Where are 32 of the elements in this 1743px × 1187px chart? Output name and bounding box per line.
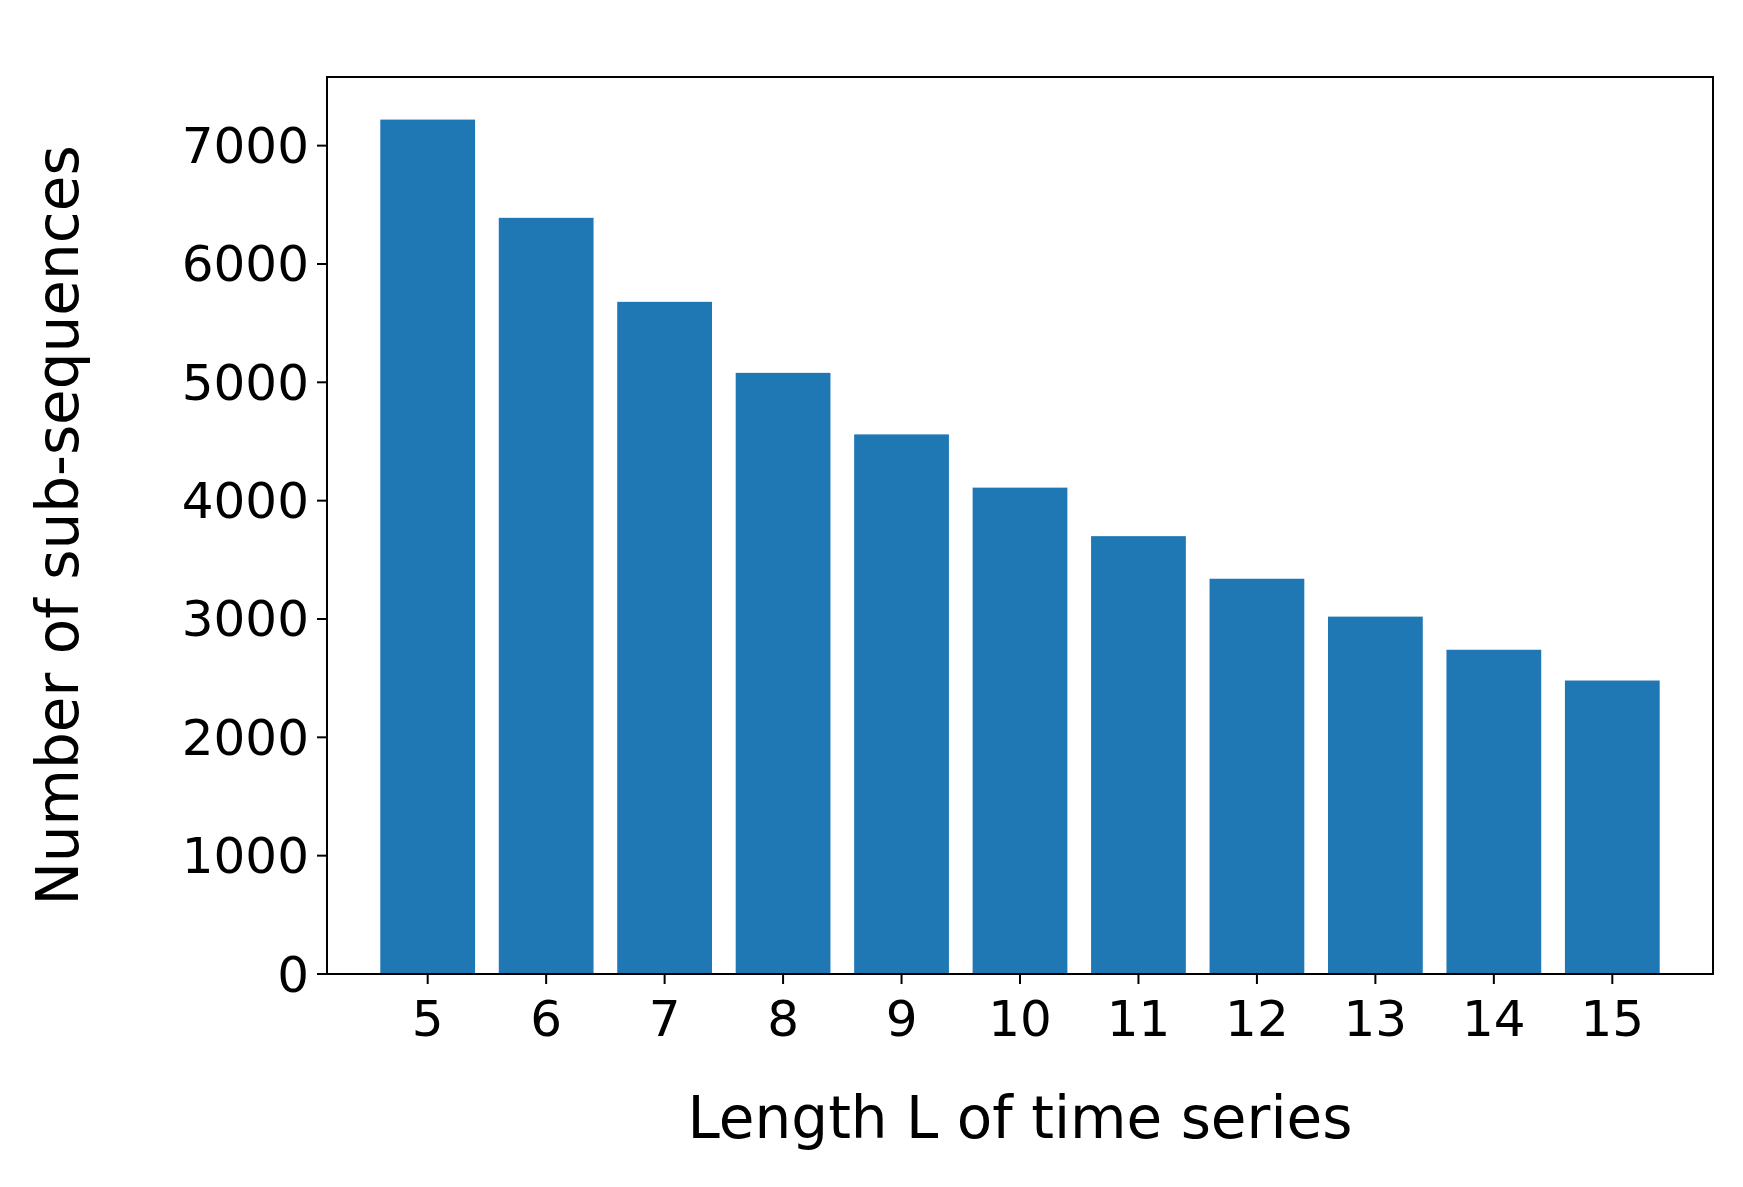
bar	[1328, 616, 1423, 974]
bar	[498, 217, 594, 974]
y-axis-title: Number of sub-sequences	[24, 145, 92, 906]
x-tick-label: 5	[411, 990, 444, 1048]
bar	[1446, 649, 1542, 974]
x-tick-label: 15	[1580, 990, 1645, 1048]
bar	[617, 301, 712, 974]
bar	[1209, 578, 1305, 974]
x-axis-title: Length L of time series	[687, 1084, 1353, 1152]
x-tick-label: 6	[530, 990, 563, 1048]
y-tick-label: 4000	[181, 472, 309, 531]
x-tick-label: 7	[648, 990, 681, 1048]
y-tick-label: 6000	[181, 235, 309, 294]
y-tick-label: 2000	[181, 708, 309, 767]
x-tick-label: 14	[1462, 990, 1526, 1048]
bar	[735, 372, 831, 974]
bar	[380, 119, 476, 974]
y-tick-label: 7000	[181, 117, 309, 176]
y-tick-label: 1000	[181, 827, 309, 886]
bar	[1564, 680, 1660, 974]
bar	[972, 487, 1068, 974]
x-tick-label: 9	[885, 990, 918, 1048]
bar	[1091, 536, 1186, 974]
x-tick-label: 13	[1343, 990, 1408, 1048]
x-tick-label: 12	[1225, 990, 1289, 1048]
y-tick-label: 0	[277, 945, 309, 1004]
bar	[854, 434, 949, 974]
y-tick-label: 3000	[181, 590, 309, 649]
x-tick-label: 10	[988, 990, 1052, 1048]
x-tick-label: 8	[767, 990, 799, 1048]
x-tick-label: 11	[1106, 990, 1171, 1048]
y-tick-label: 5000	[181, 353, 309, 412]
